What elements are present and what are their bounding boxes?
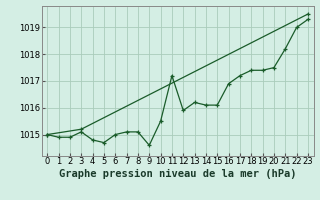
X-axis label: Graphe pression niveau de la mer (hPa): Graphe pression niveau de la mer (hPa): [59, 169, 296, 179]
